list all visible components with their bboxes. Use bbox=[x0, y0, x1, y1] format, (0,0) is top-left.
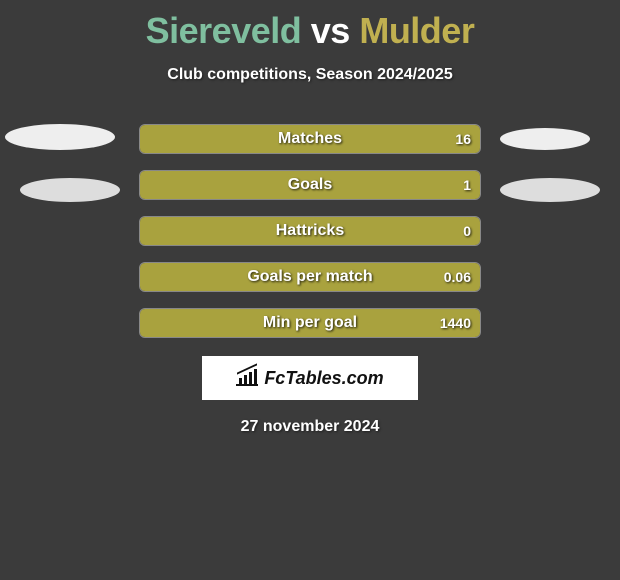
stat-label: Goals per match bbox=[139, 268, 481, 286]
stat-label: Hattricks bbox=[139, 222, 481, 240]
stat-row: 1440Min per goal bbox=[139, 308, 481, 338]
stats-container: 16Matches 1Goals 0Hattricks 0.06Goals per m… bbox=[0, 124, 620, 338]
vs-label: vs bbox=[311, 10, 350, 51]
stat-label: Min per goal bbox=[139, 314, 481, 332]
date-line: 27 november 2024 bbox=[0, 418, 620, 436]
subtitle: Club competitions, Season 2024/2025 bbox=[0, 66, 620, 84]
stat-row: 0.06Goals per match bbox=[139, 262, 481, 292]
player1-name: Siereveld bbox=[146, 10, 302, 51]
stat-row: 16Matches bbox=[139, 124, 481, 154]
stat-label: Matches bbox=[139, 130, 481, 148]
stat-row: 0Hattricks bbox=[139, 216, 481, 246]
brand-box[interactable]: FcTables.com bbox=[202, 356, 418, 400]
page-title: Siereveld vs Mulder bbox=[0, 0, 620, 52]
brand-text: FcTables.com bbox=[264, 368, 383, 389]
chart-icon bbox=[236, 368, 260, 388]
stat-label: Goals bbox=[139, 176, 481, 194]
stat-row: 1Goals bbox=[139, 170, 481, 200]
player2-name: Mulder bbox=[359, 10, 474, 51]
